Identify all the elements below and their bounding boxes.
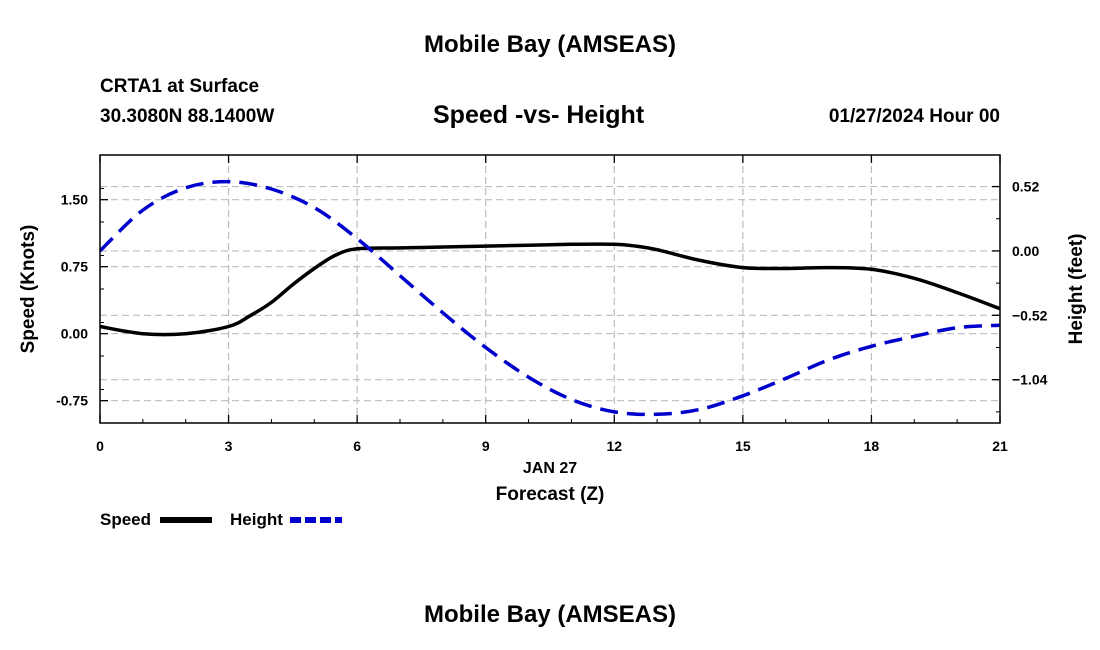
x-tick-label: 6 [353,438,361,454]
station-label: CRTA1 at Surface [100,76,260,97]
grid [100,155,1000,423]
y-tick-label: 0.75 [61,259,88,275]
y-tick-label: 1.50 [61,192,88,208]
y2-tick-label: −1.04 [1012,372,1048,388]
y2-tick-label: 0.52 [1012,179,1039,195]
series-layer [98,179,1001,417]
y2-tick-label: −0.52 [1012,307,1048,323]
x-tick-label: 9 [482,438,490,454]
station-coordinates: 30.3080N 88.1400W [100,106,275,127]
x-tick-label: 15 [735,438,751,454]
page-title: Mobile Bay (AMSEAS) [423,31,677,58]
ticks: 0 3 6 9 12 15 18 21 -0.75 0.00 0.75 1.50 −1.04 −0.52 0… [56,155,1048,454]
x-tick-label: 0 [96,438,104,454]
series-height-line [98,179,1001,417]
x-axis-label: Forecast (Z) [496,484,605,505]
chart-subtitle: Speed -vs- Height [433,101,645,129]
series-speed-line [99,242,1001,337]
y-tick-label: -0.75 [56,393,88,409]
legend-speed-label: Speed [100,510,152,529]
legend-height-label: Height [230,510,283,529]
x-tick-label: 21 [992,438,1008,454]
y-tick-label: 0.00 [61,326,88,342]
y2-tick-label: 0.00 [1012,243,1039,259]
x-tick-label: 18 [864,438,880,454]
forecast-datetime: 01/27/2024 Hour 00 [828,106,1000,127]
footer-title: Mobile Bay (AMSEAS) [423,601,677,628]
plot-frame [99,154,1001,424]
x-date-label: JAN 27 [523,460,577,477]
y-axis-label: Speed (Knots) [18,225,39,354]
y2-axis-label: Height (feet) [1066,234,1087,345]
x-tick-label: 3 [225,438,233,454]
x-tick-label: 12 [606,438,622,454]
